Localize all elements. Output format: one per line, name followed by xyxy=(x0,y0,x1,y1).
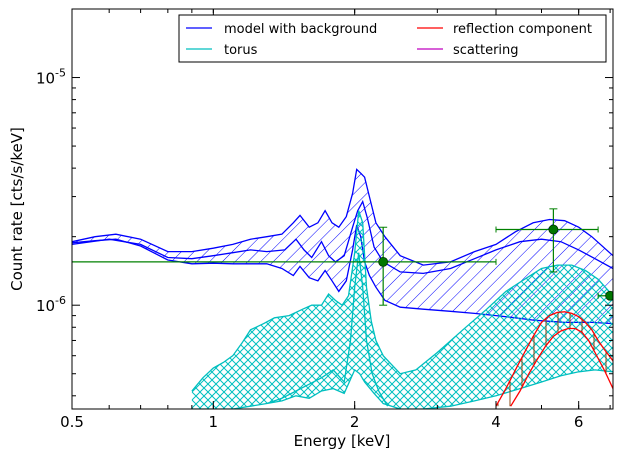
legend-label-torus: torus xyxy=(224,43,258,58)
reflection-band-upper-line xyxy=(495,311,613,407)
legend-frame xyxy=(178,14,607,63)
model-line xyxy=(72,199,613,275)
legend-label-reflection: reflection component xyxy=(453,22,592,37)
x-tick-label: 1 xyxy=(209,413,219,431)
reflection-band-lower-line xyxy=(510,327,613,407)
x-tick-label: 2 xyxy=(350,413,360,431)
x-tick-label: 4 xyxy=(491,413,501,431)
torus-line xyxy=(266,252,389,407)
y-tick-label: 10-5 xyxy=(36,67,66,88)
axis-ticks: 0.5 1 2 4 6 10-6 10-5 xyxy=(36,8,613,431)
data-point xyxy=(72,226,497,306)
legend-label-scattering: scattering xyxy=(453,43,519,58)
legend: model with background reflection compone… xyxy=(178,14,607,63)
y-axis-title: Count rate [cts/s/keV] xyxy=(8,127,26,291)
x-tick-label: 0.5 xyxy=(60,413,84,431)
torus-band-fill xyxy=(191,210,613,409)
plot-area xyxy=(72,168,613,409)
y-tick-label: 10-6 xyxy=(36,294,66,315)
data-point xyxy=(495,208,599,273)
legend-label-model: model with background xyxy=(224,22,377,37)
data-point xyxy=(597,290,613,301)
model-band-fill xyxy=(72,169,613,324)
reflection-band-fill xyxy=(496,311,613,407)
x-tick-label: 6 xyxy=(574,413,584,431)
x-axis-title: Energy [keV] xyxy=(294,432,391,450)
torus-band-lower-line xyxy=(191,368,613,409)
data-marker xyxy=(378,256,389,267)
plot-frame xyxy=(71,8,614,410)
torus-band-upper-line xyxy=(191,210,613,392)
model-band-upper-line xyxy=(72,168,613,266)
data-marker xyxy=(605,290,613,301)
data-marker xyxy=(548,224,559,235)
